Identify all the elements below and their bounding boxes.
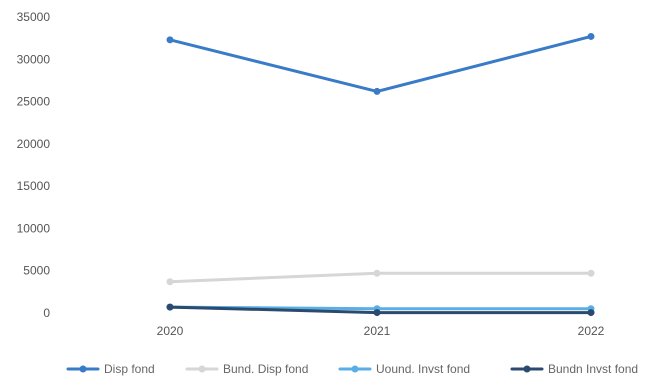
legend-label: Disp fond (104, 362, 155, 376)
y-tick-label: 25000 (17, 95, 51, 109)
data-point (373, 269, 381, 277)
legend-swatch-marker (198, 365, 206, 373)
y-tick-label: 20000 (17, 137, 51, 151)
series-line (168, 271, 593, 284)
y-tick-label: 35000 (17, 10, 51, 24)
legend-swatch-marker (351, 365, 359, 373)
data-point (373, 87, 381, 95)
legend-swatch-marker (79, 365, 87, 373)
legend-label: Uound. Invst fond (376, 362, 470, 376)
legend-swatch-marker (523, 365, 531, 373)
data-point (373, 309, 381, 317)
x-tick-label: 2021 (364, 324, 391, 338)
legend-label: Bundn Invst fond (548, 362, 638, 376)
y-tick-label: 5000 (23, 264, 50, 278)
y-axis: 0 5000 10000 15000 20000 25000 30000 35000 (17, 10, 51, 320)
y-tick-label: 10000 (17, 221, 51, 235)
legend: Disp fond Bund. Disp fond Uound. Invst fon… (66, 362, 638, 376)
data-point (166, 36, 174, 44)
data-point (166, 303, 174, 311)
y-tick-label: 0 (43, 306, 50, 320)
y-tick-label: 30000 (17, 52, 51, 66)
data-point (587, 269, 595, 277)
x-tick-label: 2020 (157, 324, 184, 338)
y-tick-label: 15000 (17, 179, 51, 193)
legend-label: Bund. Disp fond (223, 362, 308, 376)
series-line (168, 34, 593, 93)
data-point (587, 32, 595, 40)
x-axis: 2020 2021 2022 (157, 324, 605, 338)
x-tick-label: 2022 (578, 324, 605, 338)
plot-area (166, 32, 595, 317)
data-point (166, 278, 174, 286)
data-point (587, 309, 595, 317)
